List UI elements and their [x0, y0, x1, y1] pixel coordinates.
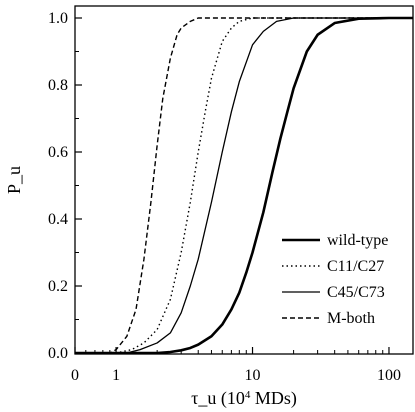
x-tick-label: 100 — [377, 367, 401, 384]
x-axis-label: τ_u (104 MDs) — [191, 388, 297, 409]
y-tick-label: 0.2 — [48, 278, 68, 295]
x-tick-label: 1 — [112, 367, 120, 384]
y-tick-label: 0.6 — [48, 144, 68, 161]
x-tick-label: 10 — [245, 367, 261, 384]
axis-labels: τ_u (104 MDs) P_u — [4, 166, 297, 409]
legend-label: M-both — [327, 310, 375, 327]
series-group — [75, 16, 413, 355]
legend-label: C45/C73 — [327, 284, 385, 301]
y-tick-label: 0.4 — [48, 211, 68, 228]
ticks-group: 0 1 10 100 0.0 0.2 0.4 0.6 0.8 1.0 — [48, 10, 401, 384]
y-tick-label: 1.0 — [48, 10, 68, 27]
series-line-m-both — [75, 17, 413, 354]
x-tick-label: 0 — [71, 367, 79, 384]
y-tick-label: 0.8 — [48, 77, 68, 94]
y-axis-label: P_u — [4, 166, 24, 194]
legend: wild-type C11/C27 C45/C73 M-both — [282, 232, 388, 327]
series-line-c45-c73 — [75, 17, 413, 354]
y-tick-label: 0.0 — [48, 345, 68, 362]
plot-frame — [74, 5, 414, 355]
legend-label: C11/C27 — [327, 258, 384, 275]
series-line-wild-type — [75, 16, 413, 355]
plot-area — [74, 5, 414, 355]
legend-label: wild-type — [327, 232, 388, 249]
